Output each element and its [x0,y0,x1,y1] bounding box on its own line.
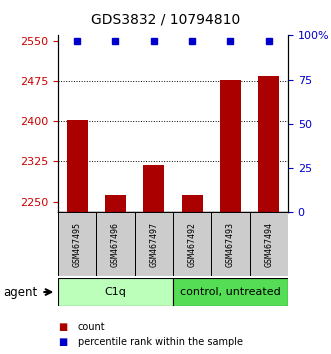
Bar [67,120,88,212]
Bar [58,278,173,306]
Text: GSM467494: GSM467494 [264,222,273,267]
Text: GSM467496: GSM467496 [111,222,120,267]
Text: count: count [78,322,105,332]
Text: GSM467497: GSM467497 [149,222,158,267]
Text: GSM467492: GSM467492 [188,222,197,267]
Bar [135,212,173,276]
Bar [96,212,135,276]
Bar [143,165,164,212]
Bar [182,195,203,212]
Bar [173,278,288,306]
Bar [250,212,288,276]
Text: C1q: C1q [105,287,126,297]
Text: percentile rank within the sample: percentile rank within the sample [78,337,243,347]
Text: GSM467493: GSM467493 [226,222,235,267]
Bar [105,195,126,212]
Bar [211,212,250,276]
Text: ■: ■ [58,322,67,332]
Text: GSM467495: GSM467495 [72,222,82,267]
Text: GDS3832 / 10794810: GDS3832 / 10794810 [91,12,240,27]
Bar [173,212,211,276]
Bar [220,80,241,212]
Text: agent: agent [3,286,37,298]
Bar [58,212,96,276]
Text: control, untreated: control, untreated [180,287,281,297]
Text: ■: ■ [58,337,67,347]
Bar [258,76,279,212]
